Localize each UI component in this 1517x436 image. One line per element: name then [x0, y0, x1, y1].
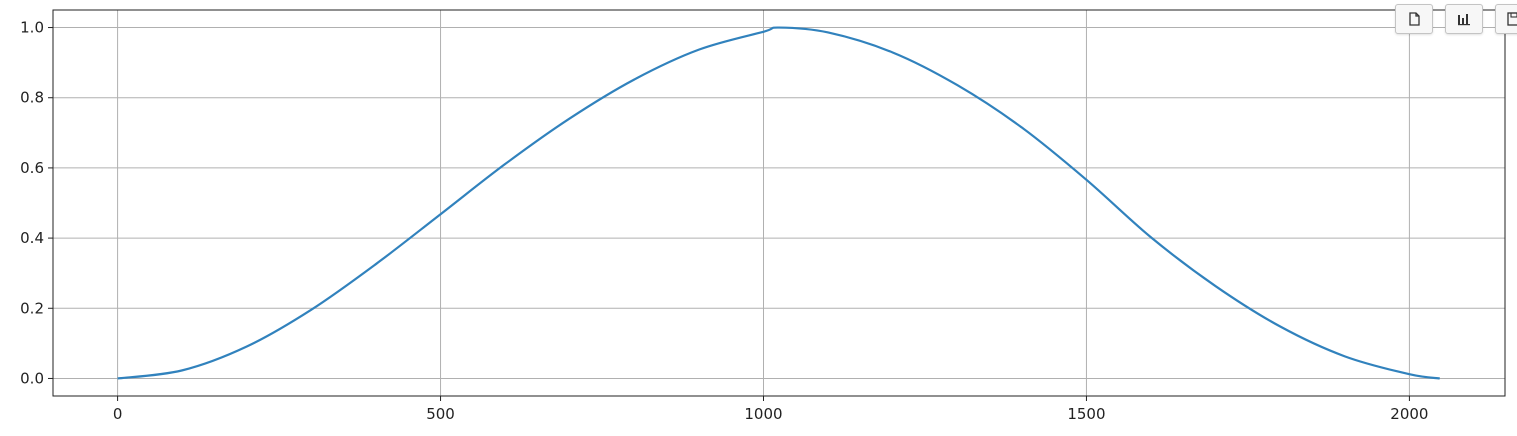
- series-line: [117, 26, 1440, 380]
- plot-frame: [52, 9, 1506, 397]
- plot-background: [53, 10, 1505, 396]
- series-layer: [117, 26, 1440, 380]
- y-tick-label: 1.0: [20, 19, 44, 37]
- bar-chart-icon: [1458, 14, 1470, 26]
- x-tick-label: 1000: [744, 405, 782, 423]
- x-tick-label: 500: [426, 405, 455, 423]
- y-tick-label: 0.6: [20, 159, 44, 177]
- save-button[interactable]: [1495, 4, 1517, 34]
- x-axis: 0 500 1000 1500 2000: [113, 396, 1428, 423]
- x-tick-label: 1500: [1067, 405, 1105, 423]
- y-tick-label: 0.2: [20, 299, 44, 317]
- y-axis: 0.0 0.2 0.4 0.6 0.8 1.0: [20, 19, 53, 387]
- grid: [53, 10, 1505, 396]
- save-icon: [1507, 12, 1517, 26]
- copy-button[interactable]: [1395, 4, 1433, 34]
- x-tick-label: 2000: [1390, 405, 1428, 423]
- y-tick-label: 0.8: [20, 89, 44, 107]
- copy-icon: [1409, 12, 1420, 26]
- x-tick-label: 0: [113, 405, 123, 423]
- chart-view-button[interactable]: [1445, 4, 1483, 34]
- y-tick-label: 0.0: [20, 369, 44, 387]
- y-tick-label: 0.4: [20, 229, 44, 247]
